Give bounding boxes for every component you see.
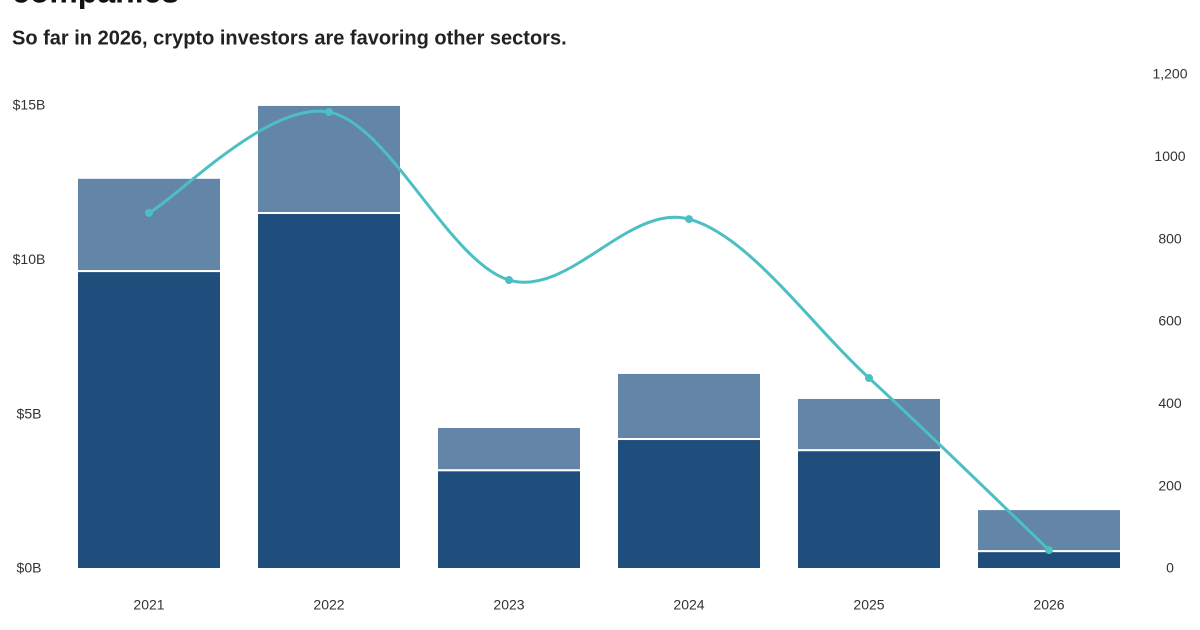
bar-segment — [76, 270, 222, 570]
y2-tick-label: 0 — [1166, 560, 1174, 576]
y-tick-label: $10B — [13, 251, 46, 267]
bar-segment — [256, 103, 402, 215]
y2-tick-label: 400 — [1158, 395, 1182, 411]
y-tick-label: $0B — [17, 560, 42, 576]
bar-segment — [976, 508, 1122, 553]
x-tick-label: 2025 — [853, 597, 884, 613]
bar-segment — [256, 212, 402, 570]
y-tick-label: $15B — [13, 97, 46, 113]
y2-tick-label: 800 — [1158, 230, 1182, 246]
line-point — [1045, 546, 1053, 555]
y2-tick-label: 600 — [1158, 313, 1182, 329]
line-point — [505, 276, 513, 285]
y2-tick-label: 1000 — [1154, 148, 1185, 164]
line-point — [865, 373, 873, 382]
line-point — [325, 108, 333, 117]
x-tick-label: 2026 — [1033, 597, 1064, 613]
chart-title: companies — [12, 0, 179, 9]
bar-segment — [796, 449, 942, 571]
y-tick-label: $5B — [17, 405, 42, 421]
y2-tick-label: 200 — [1158, 477, 1182, 493]
line — [148, 109, 1051, 552]
line-point — [145, 208, 153, 217]
x-tick-label: 2024 — [673, 597, 704, 613]
x-tick-label: 2023 — [493, 597, 524, 613]
bar-segment — [436, 469, 582, 571]
x-tick-label: 2021 — [133, 597, 164, 613]
line-point — [685, 215, 693, 224]
bar-segment — [436, 425, 582, 472]
bar-segment — [616, 371, 762, 441]
bar-segment — [616, 438, 762, 570]
chart-subtitle: So far in 2026, crypto investors are fav… — [12, 27, 567, 49]
x-tick-label: 2022 — [313, 597, 344, 613]
y2-tick-label: 1,200 — [1152, 66, 1187, 82]
bar-segment — [76, 176, 222, 273]
